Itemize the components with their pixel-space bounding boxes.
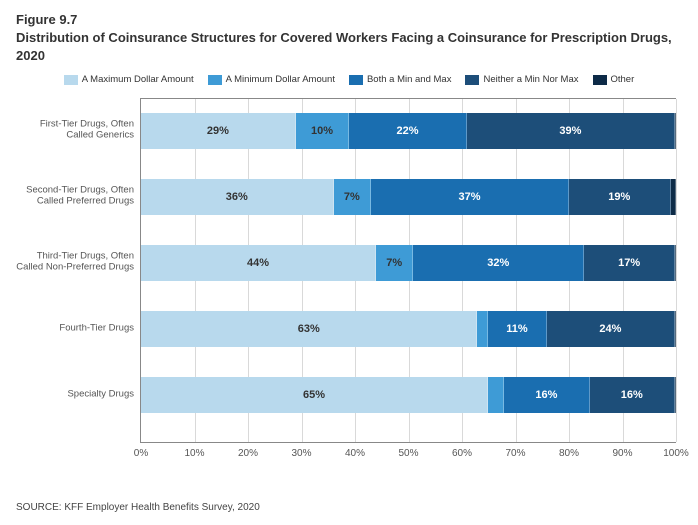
legend-label: Other (611, 74, 635, 85)
bar-segment: 7% (334, 179, 371, 215)
category-label: Second-Tier Drugs, Often Called Preferre… (16, 185, 134, 208)
x-tick-label: 20% (238, 442, 258, 459)
bar-segment: 65% (141, 377, 488, 413)
x-tick-label: 100% (663, 442, 689, 459)
bar-segment: 37% (371, 179, 569, 215)
bar-segment: 10% (296, 113, 349, 149)
chart-area: 0%10%20%30%40%50%60%70%80%90%100%29%10%2… (16, 98, 676, 465)
x-tick-label: 60% (452, 442, 472, 459)
bar-segment (477, 311, 488, 347)
legend-swatch (208, 75, 222, 85)
legend-label: Neither a Min Nor Max (483, 74, 578, 85)
legend: A Maximum Dollar Amount A Minimum Dollar … (0, 70, 698, 91)
bar-row: 29%10%22%39% (141, 113, 676, 149)
bar-segment: 24% (547, 311, 675, 347)
bar-segment (675, 377, 676, 413)
plot-area: 0%10%20%30%40%50%60%70%80%90%100%29%10%2… (140, 98, 676, 443)
gridline (676, 99, 677, 442)
legend-item: Both a Min and Max (349, 74, 452, 85)
bar-row: 44%7%32%17% (141, 245, 676, 281)
x-tick-label: 50% (398, 442, 418, 459)
legend-swatch (465, 75, 479, 85)
bar-segment: 7% (376, 245, 413, 281)
x-tick-label: 80% (559, 442, 579, 459)
category-label: Fourth-Tier Drugs (16, 322, 134, 333)
figure-number: Figure 9.7 (0, 0, 698, 27)
bar-segment: 32% (413, 245, 584, 281)
bar-segment: 44% (141, 245, 376, 281)
x-tick-label: 40% (345, 442, 365, 459)
bar-segment: 22% (349, 113, 466, 149)
bar-segment: 11% (488, 311, 547, 347)
legend-item: Other (593, 74, 635, 85)
x-tick-label: 30% (291, 442, 311, 459)
bar-segment (675, 245, 676, 281)
legend-item: A Maximum Dollar Amount (64, 74, 194, 85)
bar-row: 65% 16%16% (141, 377, 676, 413)
x-tick-label: 90% (612, 442, 632, 459)
figure-title: Distribution of Coinsurance Structures f… (0, 27, 698, 70)
bar-segment: 63% (141, 311, 477, 347)
legend-label: Both a Min and Max (367, 74, 452, 85)
bar-segment: 17% (584, 245, 675, 281)
bar-segment: 16% (590, 377, 675, 413)
bar-segment: 36% (141, 179, 334, 215)
legend-item: A Minimum Dollar Amount (208, 74, 335, 85)
legend-swatch (593, 75, 607, 85)
x-tick-label: 70% (505, 442, 525, 459)
x-tick-label: 10% (184, 442, 204, 459)
category-label: Third-Tier Drugs, Often Called Non-Prefe… (16, 251, 134, 274)
source-text: SOURCE: KFF Employer Health Benefits Sur… (16, 502, 260, 513)
bar-segment (675, 113, 676, 149)
bar-segment (675, 311, 676, 347)
legend-label: A Minimum Dollar Amount (226, 74, 335, 85)
bar-segment (488, 377, 504, 413)
bar-segment (671, 179, 676, 215)
bar-segment: 16% (504, 377, 589, 413)
bar-segment: 39% (467, 113, 675, 149)
category-label: First-Tier Drugs, Often Called Generics (16, 119, 134, 142)
legend-label: A Maximum Dollar Amount (82, 74, 194, 85)
bar-row: 63% 11%24% (141, 311, 676, 347)
x-tick-label: 0% (134, 442, 148, 459)
bar-segment: 19% (569, 179, 671, 215)
bar-segment: 29% (141, 113, 296, 149)
bar-row: 36%7%37%19% (141, 179, 676, 215)
legend-swatch (349, 75, 363, 85)
category-label: Specialty Drugs (16, 388, 134, 399)
legend-item: Neither a Min Nor Max (465, 74, 578, 85)
legend-swatch (64, 75, 78, 85)
